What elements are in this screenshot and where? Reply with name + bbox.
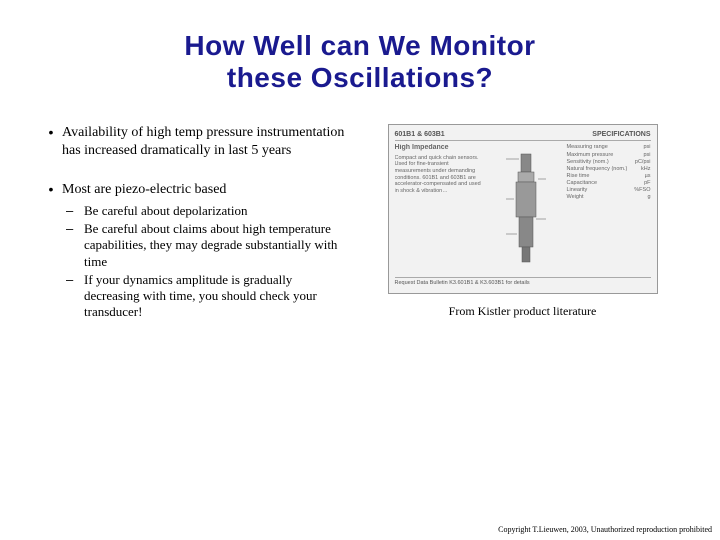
spec-row: Rise timeµs (567, 173, 651, 180)
spec-row: Linearity%FSO (567, 187, 651, 194)
figure-blurb: Compact and quick chain sensors. Used fo… (395, 155, 481, 194)
figure-footer: Request Data Bulletin K3.601B1 & K3.603B… (395, 277, 651, 286)
sensor-icon (501, 149, 551, 269)
sensor-drawing (491, 144, 561, 274)
figure-caption: From Kistler product literature (449, 304, 597, 319)
bullet-marker: • (40, 124, 62, 159)
sub-bullet-list: – Be careful about depolarization – Be c… (62, 203, 350, 321)
title-line-1: How Well can We Monitor (184, 30, 535, 61)
content-row: • Availability of high temp pressure ins… (40, 124, 680, 344)
sub-bullet-3-text: If your dynamics amplitude is gradually … (84, 272, 350, 321)
bullet-2-container: Most are piezo-electric based – Be caref… (62, 181, 350, 322)
datasheet-figure: 601B1 & 603B1 SPECIFICATIONS High Impeda… (388, 124, 658, 294)
figure-column: 601B1 & 603B1 SPECIFICATIONS High Impeda… (365, 124, 680, 344)
spec-row: CapacitancepF (567, 180, 651, 187)
text-column: • Availability of high temp pressure ins… (40, 124, 350, 344)
figure-header: 601B1 & 603B1 SPECIFICATIONS (395, 131, 651, 141)
bullet-1: • Availability of high temp pressure ins… (40, 124, 350, 159)
bullet-2: • Most are piezo-electric based – Be car… (40, 181, 350, 322)
copyright-notice: Copyright T.Lieuwen, 2003, Unauthorized … (498, 525, 712, 534)
spec-row: Weightg (567, 194, 651, 201)
bullet-1-text: Availability of high temp pressure instr… (62, 124, 350, 159)
dash-marker: – (66, 221, 84, 270)
bullet-marker: • (40, 181, 62, 322)
figure-body: High Impedance Compact and quick chain s… (395, 144, 651, 274)
bullet-2-text: Most are piezo-electric based (62, 182, 226, 197)
sub-bullet-3: – If your dynamics amplitude is graduall… (62, 272, 350, 321)
dash-marker: – (66, 272, 84, 321)
spec-row: Natural frequency (nom.)kHz (567, 166, 651, 173)
spec-row: Maximum pressurepsi (567, 152, 651, 159)
slide-title: How Well can We Monitor these Oscillatio… (40, 30, 680, 94)
dash-marker: – (66, 203, 84, 219)
slide-container: How Well can We Monitor these Oscillatio… (0, 0, 720, 540)
figure-header-right: SPECIFICATIONS (592, 131, 650, 138)
spec-row: Measuring rangepsi (567, 144, 651, 151)
figure-subheader: High Impedance (395, 144, 485, 152)
spec-row: Sensitivity (nom.)pC/psi (567, 159, 651, 166)
sub-bullet-2: – Be careful about claims about high tem… (62, 221, 350, 270)
sub-bullet-2-text: Be careful about claims about high tempe… (84, 221, 350, 270)
figure-description: High Impedance Compact and quick chain s… (395, 144, 485, 274)
sub-bullet-1: – Be careful about depolarization (62, 203, 350, 219)
title-line-2: these Oscillations? (227, 62, 493, 93)
figure-spec-list: Measuring rangepsi Maximum pressurepsi S… (567, 144, 651, 274)
sub-bullet-1-text: Be careful about depolarization (84, 203, 350, 219)
figure-header-left: 601B1 & 603B1 (395, 131, 445, 138)
